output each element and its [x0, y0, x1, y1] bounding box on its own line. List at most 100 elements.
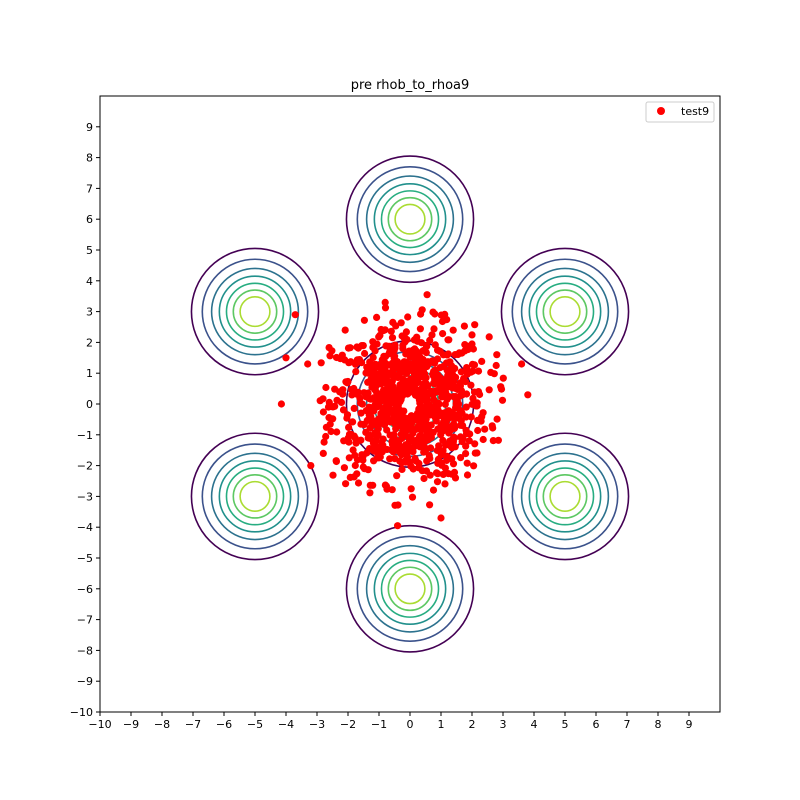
data-point-901 [381, 298, 389, 306]
data-point-658 [340, 464, 348, 472]
data-point-816 [429, 428, 437, 437]
data-point-716 [375, 333, 383, 341]
data-point-275 [369, 481, 377, 489]
data-point-458 [333, 428, 341, 436]
data-point-806 [460, 375, 468, 383]
data-point-701 [422, 374, 430, 382]
data-point-172 [441, 480, 449, 488]
data-point-858 [459, 435, 467, 443]
data-point-210 [327, 427, 335, 436]
data-point-777 [379, 435, 387, 443]
data-point-818 [319, 395, 327, 403]
data-point-871 [471, 449, 479, 457]
data-point-286 [441, 400, 449, 408]
contour-2-1 [511, 258, 619, 365]
contour-3-6 [549, 480, 581, 512]
data-point-274 [469, 394, 477, 402]
x-tick-label-13: 3 [500, 718, 507, 731]
data-point-487 [408, 493, 417, 501]
data-point-856 [366, 434, 374, 442]
data-point-880 [337, 398, 346, 406]
data-point-522 [433, 446, 441, 454]
data-point-900 [423, 291, 431, 299]
data-point-523 [398, 465, 406, 473]
contour-2-2 [520, 267, 610, 356]
data-point-908 [518, 360, 526, 368]
data-point-714 [457, 416, 465, 425]
data-point-554 [325, 398, 333, 406]
data-point-98 [360, 316, 368, 324]
data-point-375 [387, 327, 395, 335]
data-point-231 [439, 447, 447, 455]
data-point-811 [386, 455, 394, 463]
data-point-759 [462, 450, 470, 458]
contour-5-0 [190, 432, 320, 561]
data-point-721 [388, 359, 397, 367]
data-point-836 [494, 436, 502, 444]
data-point-824 [380, 326, 388, 335]
data-point-870 [426, 501, 434, 509]
scatter-points [277, 291, 532, 530]
data-point-271 [391, 501, 399, 509]
data-point-311 [329, 471, 337, 479]
data-point-277 [350, 404, 358, 412]
data-point-897 [353, 456, 362, 464]
data-point-679 [477, 417, 485, 425]
contour-6-1 [201, 258, 309, 365]
data-point-869 [471, 321, 479, 329]
data-point-732 [448, 470, 456, 478]
data-point-550 [391, 341, 399, 349]
data-point-545 [410, 380, 418, 388]
data-point-847 [407, 462, 415, 470]
data-point-822 [473, 402, 481, 410]
data-point-558 [479, 435, 487, 444]
data-point-502 [373, 313, 381, 321]
data-point-876 [376, 398, 384, 406]
data-point-773 [450, 433, 458, 441]
data-point-288 [343, 411, 352, 419]
contour-1-5 [387, 196, 433, 242]
data-point-808 [445, 408, 453, 416]
y-tick-label-14: 4 [86, 275, 93, 288]
data-point-633 [370, 372, 378, 380]
data-point-624 [362, 393, 370, 401]
data-point-665 [490, 370, 498, 378]
data-point-812 [414, 416, 422, 424]
data-point-678 [444, 453, 452, 461]
data-point-467 [342, 480, 350, 488]
x-tick-label-15: 5 [562, 718, 569, 731]
data-point-892 [462, 426, 470, 434]
x-tick-label-0: −10 [88, 718, 111, 731]
data-point-889 [398, 459, 406, 467]
data-point-887 [401, 381, 409, 389]
data-point-620 [387, 387, 395, 395]
data-point-739 [402, 449, 410, 457]
data-point-409 [418, 306, 426, 314]
contour-6-0 [190, 247, 320, 376]
contour-2-0 [500, 247, 630, 376]
contour-3-5 [542, 474, 588, 519]
data-point-834 [424, 402, 432, 410]
y-tick-label-17: 7 [86, 182, 93, 195]
y-tick-label-1: −9 [77, 675, 93, 688]
data-point-328 [352, 368, 360, 376]
x-tick-label-11: 1 [438, 718, 445, 731]
y-tick-label-9: −1 [77, 429, 93, 442]
contour-5-1 [201, 443, 309, 550]
data-point-212 [470, 462, 478, 470]
data-point-500 [430, 359, 439, 367]
contour-6-6 [239, 296, 271, 328]
data-point-748 [434, 455, 442, 463]
y-tick-label-16: 6 [86, 213, 93, 226]
data-point-208 [437, 431, 445, 439]
data-point-690 [430, 396, 438, 404]
data-point-626 [359, 463, 367, 471]
data-point-878 [364, 378, 372, 386]
data-point-642 [428, 331, 436, 339]
data-point-803 [438, 317, 447, 326]
contour-4-6 [394, 573, 426, 605]
contour-4-3 [373, 552, 447, 626]
data-point-778 [461, 347, 469, 355]
data-point-757 [331, 402, 339, 410]
data-point-865 [389, 372, 397, 380]
